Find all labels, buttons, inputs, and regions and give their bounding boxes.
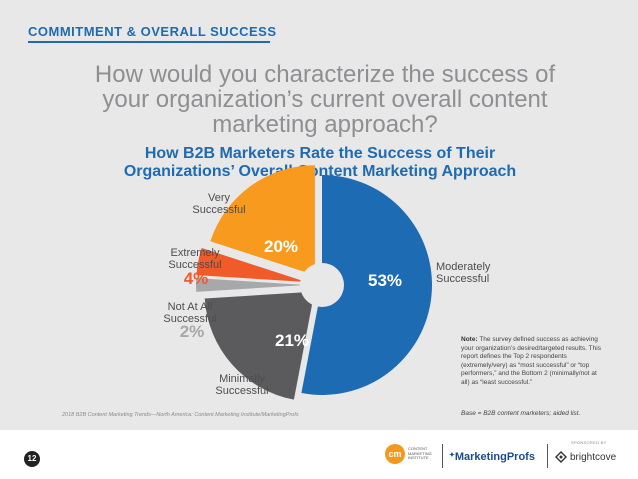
note-text: The survey defined success as achieving … [461,336,601,386]
pie-slice-moderately-successful [301,175,432,395]
section-title-underline [28,41,270,43]
chart-title: How B2B Marketers Rate the Success of Th… [123,145,517,180]
slice-label-moderately-successful: Moderately Successful [436,261,491,285]
slice-value-minimally-successful: 21% [275,331,309,350]
pie-slice-very-successful [210,165,315,276]
pie-slice-not-at-all-successful [195,278,306,292]
brightcove-mark-icon [555,451,567,463]
logo-divider [442,444,443,468]
slice-value-very-successful: 20% [264,237,298,256]
source-citation: 2018 B2B Content Marketing Trends—North … [62,412,299,418]
pie-slice-minimally-successful [204,291,315,400]
brightcove-logo: brightcove [555,451,616,463]
pie-center-hole [300,263,344,307]
slice-value-extremely-successful: 4% [184,269,209,288]
base-note: Base = B2B content marketers; aided list… [461,410,581,417]
marketingprofs-logo-text: MarketingProfs [454,451,535,463]
pie-chart: Moderately Successful 53% Minimally Successf… [163,165,491,400]
survey-note: Note: The survey defined success as achi… [461,336,601,387]
cmi-logo: cm CONTENT MARKETING INSTITUTE [385,444,436,464]
brightcove-logo-text: brightcove [570,451,617,463]
slice-value-moderately-successful: 53% [368,271,402,290]
survey-question: How would you characterize the success o… [94,61,556,138]
footer-logos: cm CONTENT MARKETING INSTITUTE ✦Marketin… [385,440,625,472]
page-number: 12 [24,451,40,467]
marketingprofs-logo: ✦MarketingProfs [449,451,535,463]
pie-slice-extremely-successful [196,248,307,283]
slice-label-very-successful: Very Successful [192,192,245,216]
cmi-logo-text: CONTENT MARKETING INSTITUTE [408,446,432,461]
slice-label-extremely-successful: Extremely Successful [168,247,221,271]
slice-label-not-at-all-successful: Not At All Successful [163,301,216,325]
note-label: Note: [461,336,478,343]
logo-divider [547,444,548,468]
cmi-logo-mark: cm [385,444,405,464]
slice-value-not-at-all-successful: 2% [180,322,205,341]
sponsor-caption: SPONSORED BY [571,440,607,445]
section-title: COMMITMENT & OVERALL SUCCESS [28,24,277,39]
bird-icon: ✦ [449,452,455,459]
slice-label-minimally-successful: Minimally Successful [215,373,268,397]
